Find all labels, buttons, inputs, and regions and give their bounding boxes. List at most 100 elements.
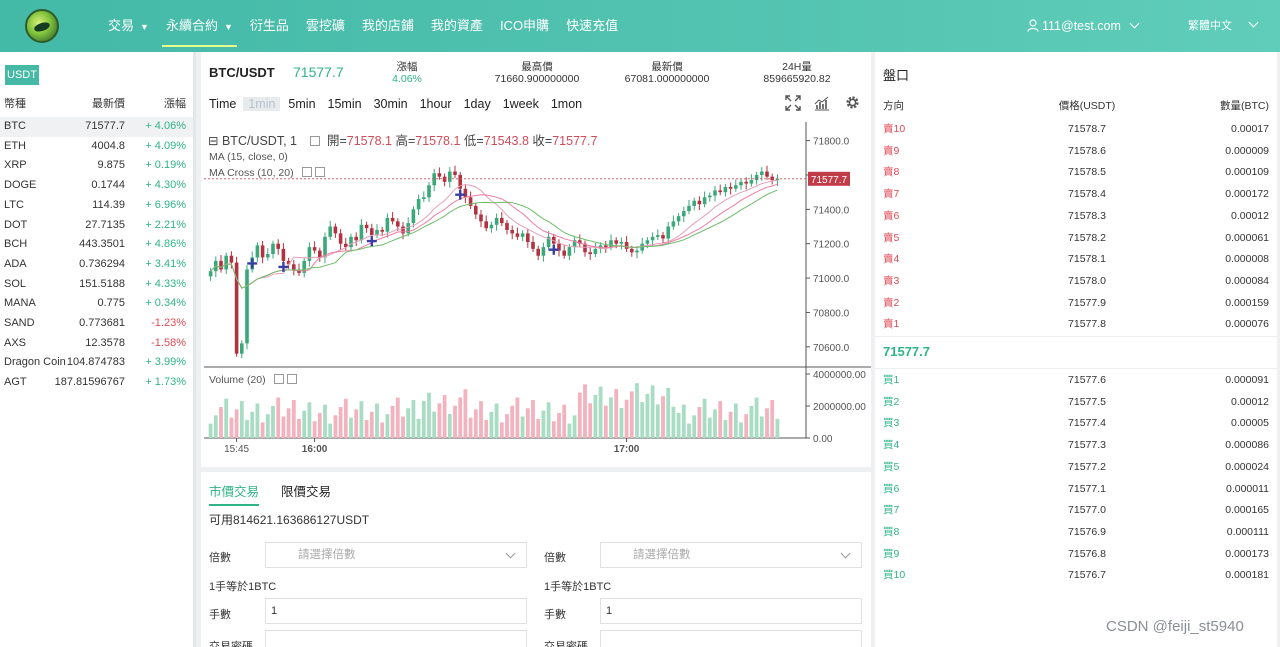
volume-bar bbox=[640, 402, 645, 438]
ask-row[interactable]: 賣5 71578.2 0.000061 bbox=[875, 228, 1277, 250]
interval-1mon[interactable]: 1mon bbox=[550, 97, 583, 111]
volume-bar bbox=[567, 423, 572, 438]
volume-bar bbox=[432, 411, 437, 438]
bid-row[interactable]: 買6 71577.1 0.000011 bbox=[875, 479, 1277, 501]
close-icon[interactable] bbox=[286, 374, 297, 384]
trade-password-input[interactable] bbox=[265, 630, 527, 647]
market-row[interactable]: DOT 27.7135 + 2.21% bbox=[0, 216, 196, 236]
nav-trade[interactable]: 交易 ▼ bbox=[100, 0, 157, 52]
bid-row[interactable]: 買1 71577.6 0.000091 bbox=[875, 370, 1277, 392]
ask-amount: 0.000172 bbox=[1225, 188, 1269, 201]
close-icon[interactable] bbox=[314, 167, 325, 177]
bid-row[interactable]: 買7 71577.0 0.000165 bbox=[875, 500, 1277, 522]
market-row[interactable]: ETH 4004.8 + 4.09% bbox=[0, 137, 196, 157]
market-row[interactable]: DOGE 0.1744 + 4.30% bbox=[0, 176, 196, 196]
market-row[interactable]: AXS 12.3578 -1.58% bbox=[0, 334, 196, 354]
nav-ico[interactable]: ICO申購 bbox=[499, 18, 550, 33]
cross-marker bbox=[548, 244, 559, 255]
market-row[interactable]: BTC 71577.7 + 4.06% bbox=[0, 117, 196, 137]
settings-icon[interactable] bbox=[273, 374, 284, 384]
cross-marker bbox=[455, 189, 466, 200]
volume-bar bbox=[333, 415, 338, 438]
market-row[interactable]: BCH 443.3501 + 4.86% bbox=[0, 235, 196, 255]
bid-row[interactable]: 買9 71576.8 0.000173 bbox=[875, 544, 1277, 566]
settings-icon[interactable] bbox=[301, 167, 312, 177]
trade-password-input[interactable] bbox=[600, 630, 862, 647]
ask-row[interactable]: 賣1 71577.8 0.000076 bbox=[875, 314, 1277, 336]
volume-bar bbox=[635, 383, 639, 438]
interval-1week[interactable]: 1week bbox=[502, 97, 539, 111]
ask-row[interactable]: 賣7 71578.4 0.000172 bbox=[875, 184, 1277, 206]
market-row[interactable]: AGT 187.8159676​7 + 1.73% bbox=[0, 373, 196, 393]
volume-bar bbox=[354, 409, 359, 438]
kline-chart-svg[interactable]: 71800.071600.071400.071200.071000.070800… bbox=[201, 122, 871, 467]
fullscreen-icon[interactable] bbox=[785, 95, 801, 111]
interval-15min[interactable]: 15min bbox=[327, 97, 362, 111]
bid-level-label: 買1 bbox=[883, 374, 900, 386]
market-price: 27.7135 bbox=[85, 218, 125, 231]
ask-row[interactable]: 賣8 71578.5 0.000109 bbox=[875, 162, 1277, 184]
bid-row[interactable]: 買3 71577.4 0.00005 bbox=[875, 413, 1277, 435]
bid-row[interactable]: 買2 71577.5 0.00012 bbox=[875, 392, 1277, 414]
candle-body bbox=[650, 236, 655, 241]
nav-derivatives[interactable]: 衍生品 bbox=[249, 18, 289, 33]
ask-row[interactable]: 賣2 71577.9 0.000159 bbox=[875, 293, 1277, 315]
market-row[interactable]: MANA 0.775 + 0.34% bbox=[0, 294, 196, 314]
market-row[interactable]: ADA 0.736294 + 3.41% bbox=[0, 255, 196, 275]
candle-body bbox=[739, 181, 743, 186]
multiplier-select[interactable]: 請選擇倍數 bbox=[600, 542, 862, 568]
kline-chart[interactable]: 71800.071600.071400.071200.071000.070800… bbox=[201, 122, 871, 467]
market-row[interactable]: Dragon Coin 104.874783 + 3.99% bbox=[0, 353, 196, 373]
market-row[interactable]: SOL 151.5188 + 4.33% bbox=[0, 275, 196, 295]
collapse-icon[interactable]: ⊟ bbox=[208, 134, 219, 148]
bid-price: 71577.2 bbox=[1068, 460, 1106, 473]
nav-cloud-mining[interactable]: 雲挖礦 bbox=[305, 18, 345, 33]
volume-bar bbox=[260, 422, 265, 438]
bid-row[interactable]: 買5 71577.2 0.000024 bbox=[875, 457, 1277, 479]
tab-market-order[interactable]: 市價交易 bbox=[209, 481, 260, 506]
tab-limit-order[interactable]: 限價交易 bbox=[281, 485, 332, 499]
settings-gear-icon[interactable] bbox=[845, 95, 860, 110]
volume-bar bbox=[453, 405, 457, 438]
quantity-input[interactable]: 1 bbox=[600, 598, 862, 624]
nav-quick-deposit[interactable]: 快速充值 bbox=[566, 18, 619, 33]
market-row[interactable]: SAND 0.773681 -1.23% bbox=[0, 314, 196, 334]
scrollbar[interactable] bbox=[193, 52, 196, 647]
market-row[interactable]: LTC 114.39 + 6.96% bbox=[0, 196, 196, 216]
ohlc-close: 71577.7 bbox=[552, 134, 598, 148]
interval-time[interactable]: Time bbox=[209, 97, 237, 111]
settings-icon[interactable] bbox=[310, 136, 321, 146]
candle-body bbox=[546, 236, 551, 248]
bid-row[interactable]: 買8 71576.9 0.000111 bbox=[875, 522, 1277, 544]
ask-row[interactable]: 賣10 71578.7 0.00017 bbox=[875, 119, 1277, 141]
volume-label: Volume (20) bbox=[209, 374, 266, 386]
volume-bar bbox=[551, 421, 556, 438]
quote-tab-usdt[interactable]: USDT bbox=[5, 65, 39, 85]
interval-1hour[interactable]: 1hour bbox=[419, 97, 452, 111]
ask-amount: 0.000084 bbox=[1225, 274, 1269, 287]
language-selector[interactable]: 繁體中文 bbox=[1188, 0, 1259, 52]
nav-my-assets[interactable]: 我的資產 bbox=[430, 18, 483, 33]
ask-row[interactable]: 賣3 71578.0 0.000084 bbox=[875, 271, 1277, 293]
market-row[interactable]: XRP 9.875 + 0.19% bbox=[0, 156, 196, 176]
interval-30min[interactable]: 30min bbox=[373, 97, 408, 111]
nav-my-shop[interactable]: 我的店鋪 bbox=[361, 18, 414, 33]
interval-1day[interactable]: 1day bbox=[463, 97, 491, 111]
interval-5min[interactable]: 5min bbox=[288, 97, 316, 111]
ask-row[interactable]: 賣6 71578.3 0.00012 bbox=[875, 206, 1277, 228]
bid-row[interactable]: 買4 71577.3 0.000086 bbox=[875, 435, 1277, 457]
ask-row[interactable]: 賣9 71578.6 0.000009 bbox=[875, 141, 1277, 163]
volume-bar bbox=[733, 403, 738, 438]
multiplier-select[interactable]: 請選擇倍數 bbox=[265, 542, 527, 568]
quantity-input[interactable]: 1 bbox=[265, 598, 527, 624]
indicators-icon[interactable] bbox=[814, 95, 830, 111]
user-menu[interactable]: 111@test.com bbox=[1027, 0, 1140, 52]
bid-row[interactable]: 買10 71576.7 0.000181 bbox=[875, 565, 1277, 587]
interval-1min[interactable]: 1min bbox=[243, 97, 281, 111]
brand-logo[interactable] bbox=[25, 9, 59, 43]
ask-row[interactable]: 賣4 71578.1 0.000008 bbox=[875, 249, 1277, 271]
volume-bar bbox=[338, 407, 343, 438]
candle-body bbox=[702, 197, 707, 205]
market-list-header: 幣種 最新價 漲幅 bbox=[0, 95, 196, 115]
nav-perpetual[interactable]: 永續合約 ▼ bbox=[158, 0, 241, 52]
